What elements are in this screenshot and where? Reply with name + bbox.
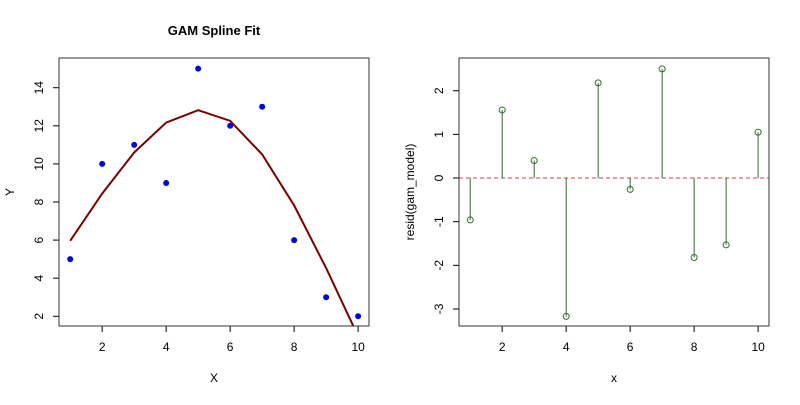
- right-x-tick-label: 10: [751, 340, 765, 354]
- observed-point: [195, 65, 202, 72]
- residual-point: [466, 216, 474, 224]
- right-y-tick-label: -1: [432, 216, 446, 227]
- residual-point: [562, 312, 570, 320]
- observed-point: [227, 122, 234, 129]
- left-y-tick-label: 2: [32, 313, 46, 320]
- left-plot-frame: [58, 57, 370, 327]
- chart-title: GAM Spline Fit: [168, 23, 261, 38]
- residual-point: [722, 241, 730, 249]
- left-y-tick-label: 6: [32, 236, 46, 243]
- right-y-tick-label: 2: [432, 87, 446, 94]
- observed-point: [323, 294, 330, 301]
- right-y-tick-label: 0: [432, 174, 446, 181]
- observed-point: [259, 103, 266, 110]
- right-plot-frame: [458, 57, 770, 327]
- residual-point: [690, 253, 698, 261]
- observed-point: [131, 141, 138, 148]
- right-x-axis-label: x: [611, 371, 617, 385]
- residual-point: [594, 79, 602, 87]
- observed-point: [291, 237, 298, 244]
- left-y-tick-label: 4: [32, 275, 46, 282]
- left-x-tick-label: 2: [99, 340, 106, 354]
- left-y-tick-label: 8: [32, 198, 46, 205]
- right-x-tick-label: 2: [499, 340, 506, 354]
- observed-point: [163, 179, 170, 186]
- residual-point: [754, 128, 762, 136]
- right-y-tick-label: -2: [432, 260, 446, 271]
- right-plot-area: [459, 65, 769, 320]
- gam-fit-line: [69, 109, 355, 326]
- residual-point: [530, 157, 538, 165]
- right-y-tick-label: -3: [432, 303, 446, 314]
- residual-point: [626, 185, 634, 193]
- left-y-axis-label: Y: [3, 188, 17, 196]
- left-x-tick-label: 6: [227, 340, 234, 354]
- observed-point: [99, 160, 106, 167]
- left-x-tick-label: 8: [291, 340, 298, 354]
- right-y-axis-label: resid(gam_model): [403, 144, 417, 241]
- left-plot-area: [67, 65, 362, 326]
- left-x-tick-label: 10: [351, 340, 365, 354]
- right-y-tick-label: 1: [432, 131, 446, 138]
- right-x-tick-label: 6: [627, 340, 634, 354]
- right-x-tick-label: 4: [563, 340, 570, 354]
- left-y-tick-label: 14: [32, 81, 46, 95]
- observed-point: [67, 256, 74, 263]
- left-y-tick-label: 12: [32, 119, 46, 133]
- left-y-tick-label: 10: [32, 157, 46, 171]
- right-x-tick-label: 8: [691, 340, 698, 354]
- residual-point: [658, 65, 666, 73]
- observed-point: [355, 313, 362, 320]
- left-x-tick-label: 4: [163, 340, 170, 354]
- left-x-axis-label: X: [210, 371, 218, 385]
- residual-point: [498, 106, 506, 114]
